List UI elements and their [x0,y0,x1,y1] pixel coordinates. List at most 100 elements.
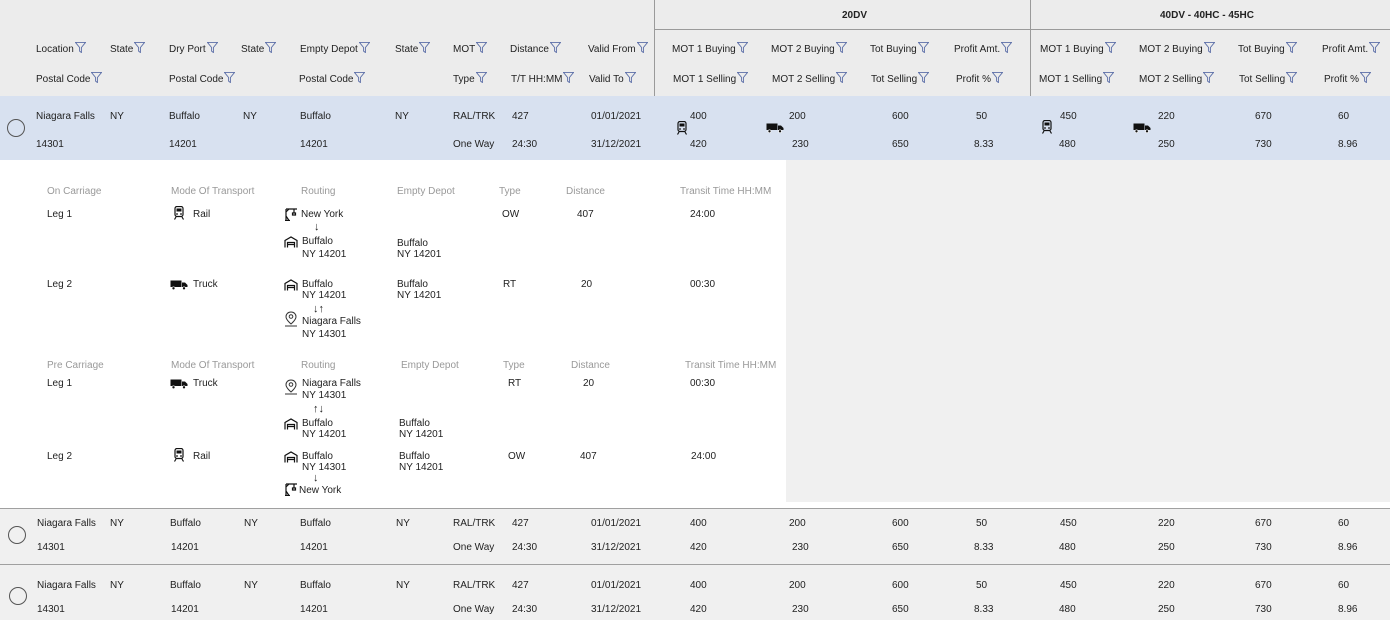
train-icon [173,448,185,462]
filter-icon[interactable] [836,72,847,83]
depot-state: NY 14201 [399,429,444,440]
cell-mot1-buy: 400 [690,580,707,591]
filter-icon[interactable] [419,42,430,53]
table-row[interactable] [0,564,1390,620]
filter-icon[interactable] [207,42,218,53]
col-mot2-buying-20[interactable]: MOT 2 Buying [771,42,847,56]
col-distance[interactable]: Distance [510,42,561,56]
filter-icon[interactable] [1105,42,1116,53]
table-row[interactable] [0,508,1390,564]
route-to-city: Niagara Falls [302,316,361,327]
cell-tt: 24:30 [512,139,538,150]
col-state[interactable]: State [241,42,276,56]
filter-icon[interactable] [359,42,370,53]
cell-location: Niagara Falls [37,518,96,529]
col-mot1-selling-40[interactable]: MOT 1 Selling [1039,72,1114,86]
train-icon [676,121,688,135]
col-mot2-buying-40[interactable]: MOT 2 Buying [1139,42,1215,56]
row-radio-button[interactable] [8,526,26,544]
cell-mot1-buy-40: 450 [1060,111,1077,122]
cell-tot-sell-40: 730 [1255,139,1272,150]
cell-mot2-sell: 230 [792,604,809,615]
leg-type: RT [508,378,522,389]
filter-icon[interactable] [1369,42,1380,53]
col-tot-buying-20[interactable]: Tot Buying [870,42,929,56]
cell-state: NY [395,111,409,122]
col-empty-depot[interactable]: Empty Depot [300,42,370,56]
col-profit-amt-20[interactable]: Profit Amt. [954,42,1012,56]
col-postal-code[interactable]: Postal Code [299,72,365,86]
cell-mot: RAL/TRK [453,580,496,591]
col-postal-code[interactable]: Postal Code [36,72,102,86]
table-row-selected[interactable] [0,96,1390,160]
filter-icon[interactable] [1203,72,1214,83]
leg-type: OW [502,209,520,220]
col-mot1-buying-20[interactable]: MOT 1 Buying [672,42,748,56]
cell-postal: 14201 [300,139,328,150]
filter-icon[interactable] [637,42,648,53]
col-profit-pct-40[interactable]: Profit % [1324,72,1371,86]
filter-icon[interactable] [265,42,276,53]
col-state[interactable]: State [395,42,430,56]
filter-icon[interactable] [224,72,235,83]
filter-icon[interactable] [625,72,636,83]
col-mot[interactable]: MOT [453,42,487,56]
cell-tt: 24:30 [512,542,538,553]
filter-icon[interactable] [737,42,748,53]
filter-icon[interactable] [563,72,574,83]
col-tt[interactable]: T/T HH:MM [511,72,574,86]
filter-icon[interactable] [354,72,365,83]
col-tot-selling-40[interactable]: Tot Selling [1239,72,1297,86]
row-radio-button[interactable] [7,119,25,137]
filter-icon[interactable] [75,42,86,53]
col-postal-code[interactable]: Postal Code [169,72,235,86]
filter-icon[interactable] [134,42,145,53]
filter-icon[interactable] [476,72,487,83]
filter-icon[interactable] [1204,42,1215,53]
filter-icon[interactable] [836,42,847,53]
detail-filler [786,160,1390,502]
filter-icon[interactable] [918,42,929,53]
cell-mot1-sell-40: 480 [1059,139,1076,150]
filter-icon[interactable] [737,72,748,83]
col-mot2-selling-20[interactable]: MOT 2 Selling [772,72,847,86]
col-valid-to[interactable]: Valid To [589,72,636,86]
col-mot2-selling-40[interactable]: MOT 2 Selling [1139,72,1214,86]
cell-tot-sell: 650 [892,139,909,150]
row-radio-button[interactable] [9,587,27,605]
filter-icon[interactable] [91,72,102,83]
col-location[interactable]: Location [36,42,86,56]
mode-label: Rail [193,451,211,462]
cell-postal: 14201 [169,139,197,150]
filter-icon[interactable] [550,42,561,53]
filter-icon[interactable] [1001,42,1012,53]
depot-header: Empty Depot [401,360,459,371]
col-tot-selling-20[interactable]: Tot Selling [871,72,929,86]
cell-profit-pct-40: 8.96 [1338,542,1358,553]
cell-postal: 14301 [36,139,64,150]
cell-tot-sell: 650 [892,604,909,615]
cell-profit-pct: 8.33 [974,604,994,615]
filter-icon[interactable] [918,72,929,83]
col-profit-amt-40[interactable]: Profit Amt. [1322,42,1380,56]
col-profit-pct-20[interactable]: Profit % [956,72,1003,86]
col-type[interactable]: Type [453,72,487,86]
group-40dv: 40DV - 40HC - 45HC [1160,10,1254,21]
leg-distance: 20 [581,279,593,290]
col-mot1-selling-20[interactable]: MOT 1 Selling [673,72,748,86]
col-mot1-buying-40[interactable]: MOT 1 Buying [1040,42,1116,56]
filter-icon[interactable] [476,42,487,53]
header-divider [1030,0,1031,96]
filter-icon[interactable] [1103,72,1114,83]
filter-icon[interactable] [992,72,1003,83]
warehouse-icon [284,451,298,463]
col-valid-from[interactable]: Valid From [588,42,648,56]
filter-icon[interactable] [1360,72,1371,83]
filter-icon[interactable] [1286,42,1297,53]
group-divider [654,29,1390,30]
col-state[interactable]: State [110,42,145,56]
filter-icon[interactable] [1286,72,1297,83]
col-dry-port[interactable]: Dry Port [169,42,218,56]
col-tot-buying-40[interactable]: Tot Buying [1238,42,1297,56]
arrow-down-icon: ↓ [314,221,320,233]
